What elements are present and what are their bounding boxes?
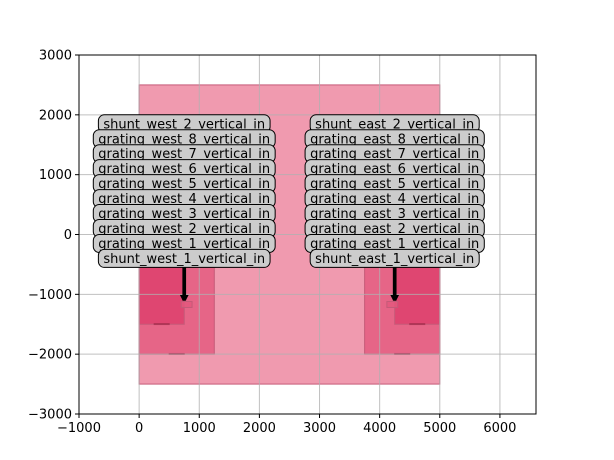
port-label: shunt_east_2_vertical_in xyxy=(315,117,474,132)
port-label: grating_east_6_vertical_in xyxy=(310,162,479,177)
port-label: grating_east_3_vertical_in xyxy=(310,207,479,222)
pad-marking-2 xyxy=(153,323,170,326)
port-label: grating_east_7_vertical_in xyxy=(310,147,479,162)
west-coupler xyxy=(180,301,193,308)
port-label: grating_west_4_vertical_in xyxy=(98,192,270,207)
port-label: grating_west_1_vertical_in xyxy=(98,237,270,252)
port-label-box xyxy=(97,248,271,268)
x-tick-label: 3000 xyxy=(303,421,336,436)
y-tick-label: 1000 xyxy=(39,168,72,183)
port-label: shunt_west_1_vertical_in xyxy=(103,252,265,267)
y-tick-label: 2000 xyxy=(39,108,72,123)
x-tick-label: −1000 xyxy=(57,421,101,436)
pad-marking-4 xyxy=(409,323,426,326)
port-label: grating_west_8_vertical_in xyxy=(98,132,270,147)
port-label: grating_east_5_vertical_in xyxy=(310,177,479,192)
port-label-box xyxy=(309,248,480,268)
east-coupler xyxy=(386,301,399,308)
x-tick-label: 1000 xyxy=(183,421,216,436)
y-tick-label: −3000 xyxy=(28,408,72,423)
port-label: grating_west_5_vertical_in xyxy=(98,177,270,192)
port-label: grating_east_4_vertical_in xyxy=(310,192,479,207)
x-tick-label: 4000 xyxy=(363,421,396,436)
port-label: grating_east_1_vertical_in xyxy=(310,237,479,252)
port-label: grating_west_3_vertical_in xyxy=(98,207,270,222)
port-labels-layer: shunt_west_2_vertical_ingrating_west_8_v… xyxy=(92,114,485,268)
port-label: grating_west_7_vertical_in xyxy=(98,147,270,162)
x-tick-label: 6000 xyxy=(483,421,516,436)
port-label: grating_west_6_vertical_in xyxy=(98,162,270,177)
ticks-layer: −1000 0 1000 2000 3000 4000 5000 6000 −3000 −2000… xyxy=(28,49,516,437)
y-tick-label: −2000 xyxy=(28,348,72,363)
port-label: shunt_west_2_vertical_in xyxy=(103,117,265,132)
port-label: grating_west_2_vertical_in xyxy=(98,222,270,237)
port-label: grating_east_2_vertical_in xyxy=(310,222,479,237)
x-tick-label: 2000 xyxy=(243,421,276,436)
y-tick-label: 3000 xyxy=(39,49,72,64)
y-tick-label: −1000 xyxy=(28,288,72,303)
x-tick-label: 0 xyxy=(135,421,143,436)
port-label: grating_east_8_vertical_in xyxy=(310,132,479,147)
port-label: shunt_east_1_vertical_in xyxy=(315,252,474,267)
x-tick-label: 5000 xyxy=(423,421,456,436)
y-tick-label: 0 xyxy=(64,228,72,243)
